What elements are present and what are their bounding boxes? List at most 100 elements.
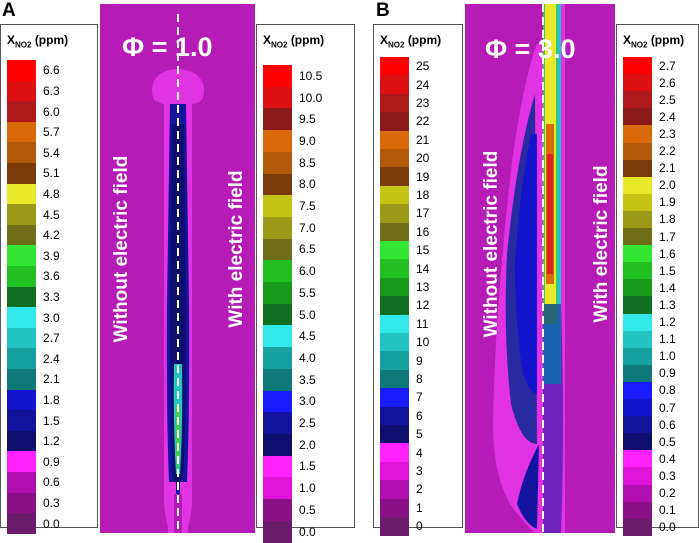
colorbar-tick-label: 3.5 [299,372,316,387]
colorbar-swatch [263,303,292,326]
colorbar-tick-label: 7.0 [299,220,316,235]
colorbar-swatch [623,484,652,503]
colorbar-tick-label: 2.0 [659,178,676,193]
colorbar-swatch [380,333,409,352]
colorbar-swatch [623,142,652,161]
colorbar-swatch [263,477,292,500]
colorbar-swatch [7,60,36,82]
colorbar-tick-label: 19 [416,169,430,184]
colorbar-tick-label: 0.2 [659,486,676,501]
colorbar-swatch [263,499,292,522]
colorbar-tick-label: 2.2 [659,144,676,159]
colorbar-swatch [380,369,409,389]
colorbar-tick-label: 9.0 [299,133,316,148]
colorbar-tick-label: 1.4 [659,280,676,295]
colorbar-swatch [623,364,652,383]
colorbar-tick-label: 2.5 [299,416,316,431]
colorbar-swatch [263,216,292,240]
colorbar-tick-label: 1.0 [659,349,676,364]
panel-b-contour-svg [465,4,615,533]
colorbar-swatch [7,327,36,349]
panel-a-contour-svg [100,4,255,533]
colorbar-swatch [623,262,652,280]
colorbar-tick-label: 4.5 [299,329,316,344]
colorbar-tick-label: 0.6 [659,417,676,432]
colorbar-tick-label: 0.9 [659,366,676,381]
colorbar-tick-label: 9 [416,353,423,368]
panel-a-contour-plot: Φ = 1.0 Without electric field With elec… [100,4,255,533]
colorbar-tick-label: 1.7 [659,229,676,244]
colorbar-swatch [263,282,292,305]
colorbar-swatch [380,57,409,76]
colorbar-swatch [623,228,652,246]
colorbar-tick-label: 5.5 [299,285,316,300]
colorbar-tick-label: 17 [416,206,430,221]
colorbar-tick-label: 2 [416,482,423,497]
panel-a-letter: A [2,0,16,21]
colorbar-tick-label: 0.5 [659,434,676,449]
colorbar-swatch [263,325,292,348]
colorbar-swatch [263,455,292,478]
colorbar-tick-label: 10.0 [299,90,323,105]
colorbar-swatch [380,130,409,150]
colorbar-tick-label: 3.6 [43,269,60,284]
colorbar-tick-label: 25 [416,59,430,74]
panel-a-right-field-label: With electric field [226,170,247,328]
colorbar-swatch [7,80,36,102]
colorbar-swatch [7,472,36,494]
colorbar-swatch [263,65,292,88]
colorbar-swatch [623,518,652,537]
colorbar-swatch [623,433,652,451]
colorbar-swatch [263,86,292,109]
colorbar-tick-label: 1 [416,500,423,515]
panel-a-phi-label: Φ = 1.0 [122,32,213,62]
panel-a-left-legend: XNO2 (ppm) 6.6 6.3 6.0 5.7 5.4 5.1 4.8 4.5 4.2 3.… [0,24,98,535]
colorbar-tick-label: 2.0 [299,437,316,452]
colorbar-tick-label: 4.5 [43,207,60,222]
colorbar-swatch [7,142,36,164]
colorbar-tick-label: 1.3 [659,297,676,312]
panel-b-letter: B [376,0,390,21]
colorbar-tick-label: 1.2 [659,315,676,330]
colorbar-swatch [7,224,36,246]
colorbar-tick-label: 1.0 [299,481,316,496]
colorbar-swatch [623,193,652,212]
colorbar-tick-label: 6.0 [43,104,60,119]
colorbar-swatch [380,204,409,224]
colorbar-swatch [7,183,36,205]
colorbar-tick-label: 10.5 [299,68,323,83]
colorbar-swatch [623,108,652,126]
colorbar-tick-label: 8.5 [299,155,316,170]
colorbar-tick-label: 0.5 [299,502,316,517]
colorbar-tick-label: 1.5 [299,459,316,474]
colorbar-tick-label: 0.0 [659,520,676,535]
colorbar-tick-label: 0.3 [43,495,60,510]
colorbar-swatch [623,74,652,92]
colorbar-tick-label: 1.8 [659,212,676,227]
colorbar-tick-label: 10 [416,335,430,350]
colorbar-swatch [623,450,652,468]
colorbar-tick-label: 4.2 [43,228,60,243]
colorbar-tick-label: 4.8 [43,186,60,201]
colorbar-tick-label: 6.5 [299,242,316,257]
colorbar-swatch [380,112,409,132]
colorbar-swatch [380,461,409,481]
colorbar-swatch [263,195,292,218]
colorbar-swatch [623,416,652,434]
colorbar-swatch [623,501,652,520]
colorbar-swatch [380,185,409,205]
panel-b-contour-plot: Φ = 3.0 Without electric field With elec… [465,4,615,533]
colorbar-swatch [263,433,292,457]
colorbar-tick-label: 13 [416,280,430,294]
colorbar-tick-label: 0.0 [299,524,316,539]
colorbar-swatch [380,517,409,536]
colorbar-tick-label: 5.1 [43,166,60,181]
colorbar-swatch [7,492,36,514]
legend-title: XNO2 (ppm) [380,33,442,50]
colorbar-tick-label: 1.8 [43,392,60,407]
colorbar-tick-label: 3.3 [43,289,60,304]
colorbar-tick-label: 1.2 [43,434,60,449]
colorbar-tick-label: 6.0 [299,264,316,279]
colorbar-swatch [263,151,292,174]
colorbar-swatch [380,167,409,187]
